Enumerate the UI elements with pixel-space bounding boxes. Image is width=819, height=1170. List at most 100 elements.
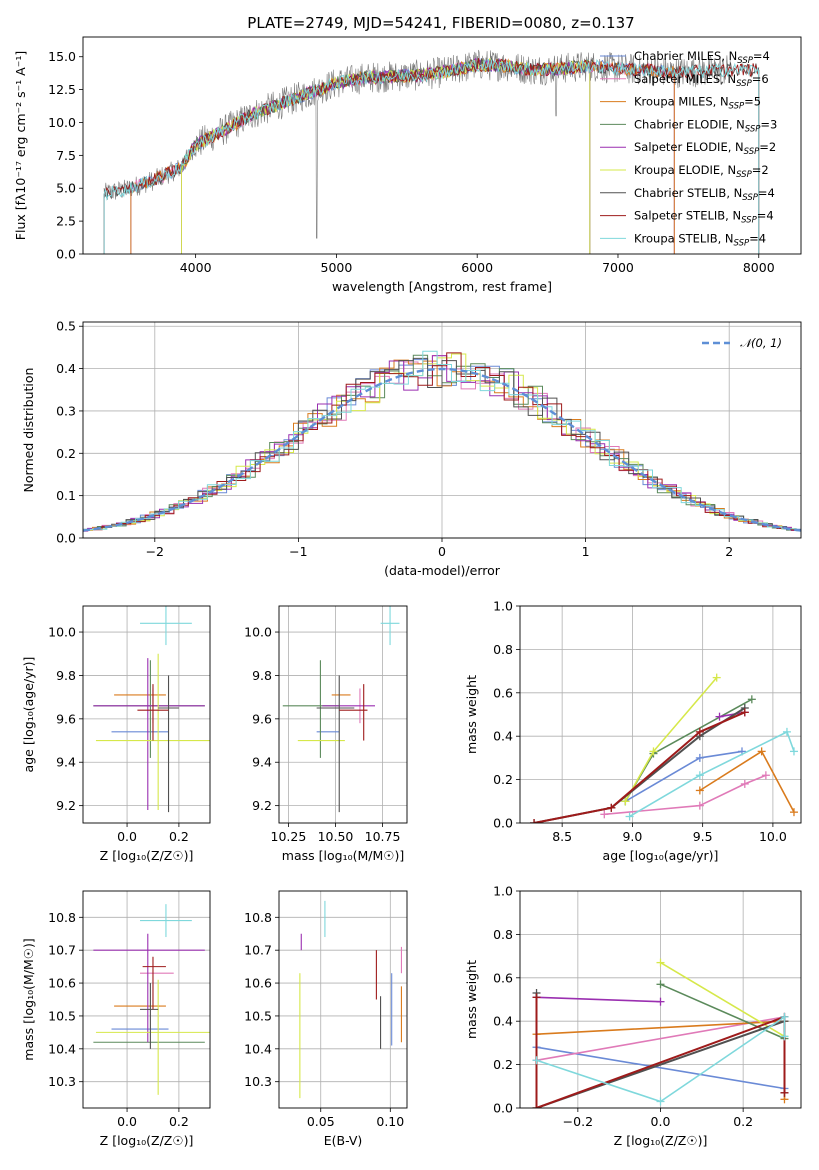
legend-label: Chabrier ELODIE, NSSP=3 [634,117,777,134]
y-tick-label: 0.0 [56,247,76,262]
model-spectrum-line [103,58,760,197]
series-marker [780,1012,789,1021]
normal-curve-line [83,367,801,532]
series-marker [761,771,770,780]
x-tick-label: 5000 [321,260,353,275]
legend-suffix: =4 [753,49,770,63]
errorbar-plot-area [93,606,210,813]
y-tick-label: 0.3 [56,403,76,418]
y-tick-label: 1.0 [493,599,513,614]
y-tick-label: 9.6 [252,711,272,726]
series-line [536,996,661,1003]
series-marker [740,708,749,717]
legend-subscript: SSP [737,56,753,66]
legend-subscript: SSP [734,238,750,248]
x-tick-label: 0.0 [117,1114,137,1129]
errorbar-point [140,904,192,938]
y-tick-label: 9.2 [252,798,272,813]
legend-suffix: =5 [744,95,761,109]
series-marker [656,997,665,1006]
series-line [536,1046,785,1090]
model-spectrum-line [103,59,760,201]
axes-frame [82,321,802,539]
y-axis-label: mass weight [464,960,479,1039]
series-line [533,711,746,823]
y-axis-label: Normed distribution [21,368,36,493]
residual-histogram-step [83,350,801,532]
series-line [629,730,795,818]
x-tick-label: 9.0 [622,829,642,844]
legend-label: Kroupa MILES, NSSP=5 [634,95,761,112]
legend-suffix: =4 [757,209,774,223]
legend-label: 𝒩(0, 1) [740,336,782,350]
series-marker [695,753,704,762]
series-marker [789,808,798,817]
series-marker [649,747,658,756]
series-line [660,961,785,1038]
x-axis-label: Z [log₁₀(Z/Z☉)] [100,848,194,863]
series-marker [656,1097,665,1106]
legend-subscript: SSP [729,102,745,112]
axes-frame [82,890,211,1109]
x-tick-label: −1 [289,544,307,559]
y-tick-label: 12.5 [48,82,76,97]
spectrum-plot-area [103,49,760,254]
y-tick-label: 9.6 [56,711,76,726]
axes-frame [519,605,802,824]
errorbar-point [140,983,159,1049]
legend-text: Chabrier STELIB, N [634,186,742,200]
y-tick-label: 9.8 [56,668,76,683]
series-marker [747,695,756,704]
errorbar-point [380,606,400,646]
y-tick-label: 10.6 [48,976,76,991]
y-tick-label: 10.6 [244,976,272,991]
x-tick-label: 10.0 [759,829,787,844]
y-tick-label: 10.3 [244,1074,272,1089]
legend-text: Kroupa ELODIE, N [634,163,736,177]
y-tick-label: 0.2 [56,446,76,461]
series-marker [780,1032,789,1041]
errorbar-plot-area [93,904,210,1095]
x-tick-label: 2 [725,544,733,559]
y-tick-label: 0.8 [493,642,513,657]
errorbar-point [140,606,192,646]
legend-subscript: SSP [741,216,757,226]
series-marker [695,727,704,736]
errorbar-point [282,660,340,758]
x-tick-label: −0.2 [563,1114,593,1129]
y-tick-label: 0.4 [56,361,76,376]
series-line [660,983,785,1040]
series-marker [621,797,630,806]
y-tick-label: 0.6 [493,685,513,700]
series-line [719,711,745,718]
errorbar-point [137,684,169,741]
series-line [535,997,786,1108]
massweight-vs-metallicity-panel: −0.2 0.0 0.2 0.0 0.2 0.4 0.6 0.8 1.0 Z [log₁₀(Z/Z… [464,884,802,1148]
axes-frame [278,890,408,1109]
y-tick-label: 7.5 [56,148,76,163]
legend-subscript: SSP [736,170,752,180]
y-tick-label: 10.8 [244,910,272,925]
y-tick-label: 9.4 [252,755,272,770]
y-axis-label: mass [log₁₀(M/M☉)] [21,938,36,1060]
y-tick-label: 10.0 [244,625,272,640]
histogram-plot-area [83,350,801,533]
errorbar-plot-area [282,606,400,813]
y-tick-label: 0.5 [56,319,76,334]
axes-frame [82,605,211,824]
y-tick-label: 10.7 [244,943,272,958]
y-tick-label: 0.2 [493,772,513,787]
axes-frame [519,890,802,1109]
y-tick-label: 0.4 [493,1014,513,1029]
legend-subscript: SSP [744,147,760,157]
x-tick-label: 0 [438,544,446,559]
x-tick-label: 8.5 [552,829,572,844]
legend-text: Salpeter ELODIE, N [634,140,744,154]
errorbar-point [93,660,205,758]
x-tick-label: 0.10 [376,1114,404,1129]
x-tick-label: −2 [146,544,164,559]
series-marker [656,958,665,967]
y-axis-label: age [log₁₀(age/yr)] [21,657,36,773]
x-tick-label: 9.5 [693,829,713,844]
residuals-panel: −2 −1 0 1 2 0.0 0.1 0.2 0.3 0.4 0.5 (data-model)/er… [21,319,802,578]
